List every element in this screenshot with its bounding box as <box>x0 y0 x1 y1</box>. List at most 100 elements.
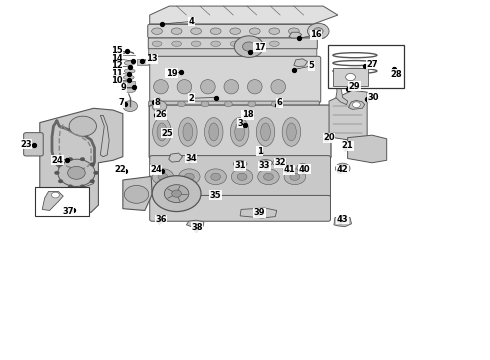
Text: 37: 37 <box>62 207 74 216</box>
Circle shape <box>231 169 253 185</box>
Text: 13: 13 <box>147 54 158 63</box>
Text: 22: 22 <box>114 166 126 175</box>
Text: 5: 5 <box>309 62 315 71</box>
Circle shape <box>58 159 95 186</box>
Circle shape <box>308 23 329 39</box>
Circle shape <box>314 28 323 35</box>
Ellipse shape <box>177 80 192 94</box>
Ellipse shape <box>125 88 136 93</box>
Ellipse shape <box>272 159 286 166</box>
Ellipse shape <box>210 28 221 35</box>
Text: 32: 32 <box>274 158 286 167</box>
Circle shape <box>90 163 95 166</box>
Text: 16: 16 <box>310 30 322 39</box>
Text: 1: 1 <box>257 147 263 156</box>
Circle shape <box>68 185 73 188</box>
Ellipse shape <box>287 123 296 141</box>
Bar <box>123 81 135 87</box>
Circle shape <box>335 163 350 174</box>
Polygon shape <box>348 100 365 109</box>
Circle shape <box>68 166 85 179</box>
Text: 7: 7 <box>119 98 125 107</box>
Bar <box>137 59 148 64</box>
Polygon shape <box>100 116 109 157</box>
Ellipse shape <box>230 28 241 35</box>
Circle shape <box>152 176 201 212</box>
Text: 4: 4 <box>188 17 194 26</box>
Text: 27: 27 <box>366 60 378 69</box>
FancyBboxPatch shape <box>150 156 331 198</box>
Ellipse shape <box>124 61 135 65</box>
Ellipse shape <box>124 69 135 73</box>
Ellipse shape <box>230 41 240 46</box>
Text: 12: 12 <box>111 62 123 71</box>
Text: 2: 2 <box>188 94 194 103</box>
Circle shape <box>58 163 63 166</box>
Circle shape <box>264 173 273 180</box>
Ellipse shape <box>200 80 215 94</box>
Text: 36: 36 <box>155 215 167 224</box>
Text: 33: 33 <box>259 161 270 170</box>
Polygon shape <box>347 135 387 163</box>
Circle shape <box>284 169 306 185</box>
Ellipse shape <box>152 28 162 35</box>
Circle shape <box>54 171 59 175</box>
Text: 17: 17 <box>254 43 266 52</box>
Ellipse shape <box>211 41 220 46</box>
FancyBboxPatch shape <box>149 49 317 57</box>
Text: 20: 20 <box>323 133 335 142</box>
Ellipse shape <box>261 123 270 141</box>
Ellipse shape <box>157 123 167 141</box>
Circle shape <box>58 180 63 183</box>
Circle shape <box>205 169 226 185</box>
Circle shape <box>297 163 309 172</box>
Text: 31: 31 <box>234 161 246 170</box>
Ellipse shape <box>183 123 193 141</box>
Bar <box>35 187 89 216</box>
Circle shape <box>283 166 293 173</box>
Ellipse shape <box>209 123 219 141</box>
Ellipse shape <box>224 80 239 94</box>
Polygon shape <box>42 192 63 211</box>
Ellipse shape <box>204 118 223 146</box>
Text: 35: 35 <box>210 190 221 199</box>
Ellipse shape <box>191 28 201 35</box>
Text: 11: 11 <box>111 69 123 78</box>
Text: 42: 42 <box>337 166 348 175</box>
Circle shape <box>237 162 243 166</box>
Circle shape <box>243 42 255 51</box>
Text: 40: 40 <box>299 165 311 174</box>
Ellipse shape <box>249 28 260 35</box>
Circle shape <box>164 185 189 203</box>
Circle shape <box>263 161 269 165</box>
Circle shape <box>152 169 173 185</box>
Ellipse shape <box>171 28 182 35</box>
Text: 39: 39 <box>254 208 266 217</box>
Polygon shape <box>329 90 367 140</box>
Polygon shape <box>169 153 182 162</box>
Ellipse shape <box>250 41 260 46</box>
Polygon shape <box>294 59 308 67</box>
Circle shape <box>154 101 162 107</box>
Ellipse shape <box>233 161 247 167</box>
Ellipse shape <box>172 41 181 46</box>
Ellipse shape <box>282 118 301 146</box>
Text: 28: 28 <box>391 70 402 79</box>
Text: 15: 15 <box>111 46 123 55</box>
Circle shape <box>271 101 279 107</box>
Ellipse shape <box>152 41 162 46</box>
Polygon shape <box>289 32 302 38</box>
Text: 6: 6 <box>276 98 282 107</box>
Circle shape <box>276 161 282 165</box>
Ellipse shape <box>289 28 299 35</box>
Circle shape <box>94 171 98 175</box>
Circle shape <box>68 157 73 161</box>
Circle shape <box>224 101 232 107</box>
Text: 25: 25 <box>161 129 172 138</box>
Circle shape <box>248 101 256 107</box>
Text: 24: 24 <box>51 156 63 165</box>
Circle shape <box>177 101 185 107</box>
Circle shape <box>90 180 95 183</box>
Polygon shape <box>155 110 165 116</box>
Circle shape <box>178 169 200 185</box>
